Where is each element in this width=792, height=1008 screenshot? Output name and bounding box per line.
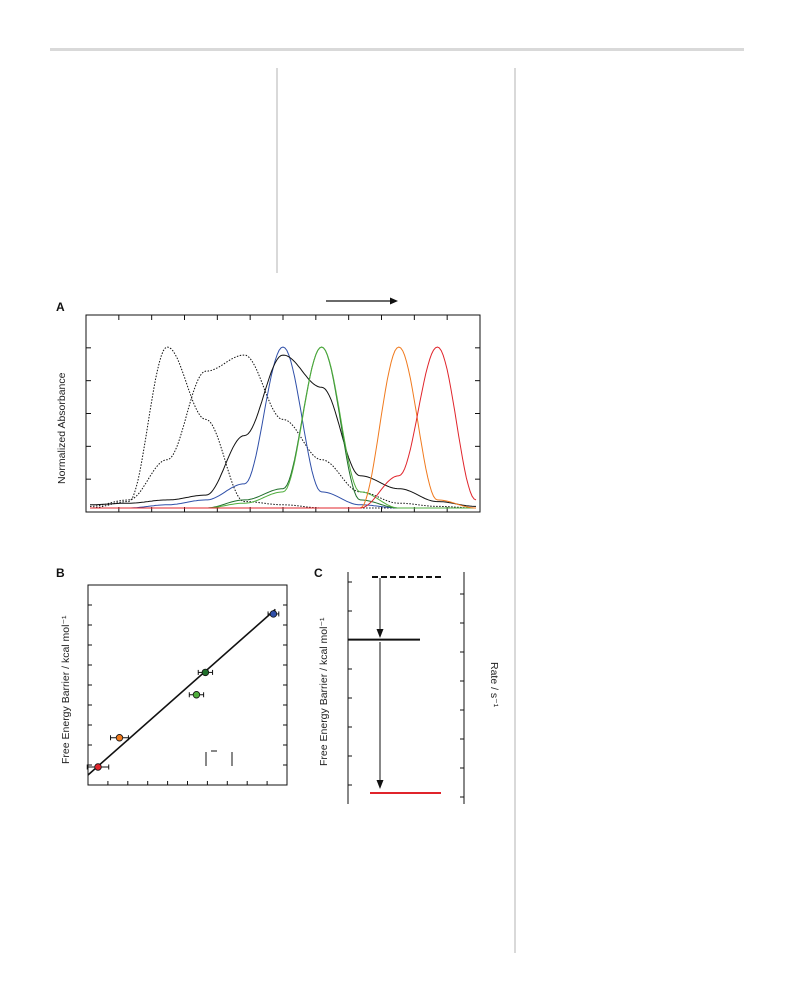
panel-c-ticks (348, 581, 464, 798)
panel-a-series-line (90, 354, 476, 507)
panel-a-series-line (90, 346, 476, 509)
panel-b-chart (86, 584, 288, 786)
panel-b-point (201, 668, 210, 677)
panel-a-letter: A (56, 300, 65, 314)
panel-a-chart (85, 297, 481, 513)
panel-a-series-line (90, 346, 477, 509)
panel-b-ticks (88, 604, 287, 785)
panel-a-ticks (86, 315, 480, 512)
panel-b-points (86, 610, 280, 771)
panel-c-levels (348, 576, 441, 794)
panel-b-point (269, 610, 278, 618)
panel-a-frame (85, 314, 481, 513)
top-rule (50, 48, 744, 51)
panel-a-series-line (90, 346, 476, 509)
transition-arrow-1-head (376, 629, 384, 638)
transition-arrow-2-head (376, 780, 384, 789)
panel-b-frame (87, 584, 288, 786)
panel-b-point (94, 763, 102, 771)
panel-a-series-line (90, 354, 476, 509)
panel-a-series-line (90, 346, 476, 509)
panel-c-chart (347, 572, 465, 804)
panel-b-point (115, 734, 124, 742)
panel-c-letter: C (314, 566, 323, 580)
panel-a-series-line (90, 346, 476, 509)
panel-b-fit-line (87, 608, 276, 776)
column-divider (276, 68, 278, 273)
wavelength-arrow-head (390, 297, 398, 305)
panel-a-series-line (90, 346, 476, 509)
panel-a-series (90, 346, 477, 509)
column-divider (514, 68, 516, 953)
panel-b-letter: B (56, 566, 65, 580)
panel-b-point (192, 691, 201, 699)
